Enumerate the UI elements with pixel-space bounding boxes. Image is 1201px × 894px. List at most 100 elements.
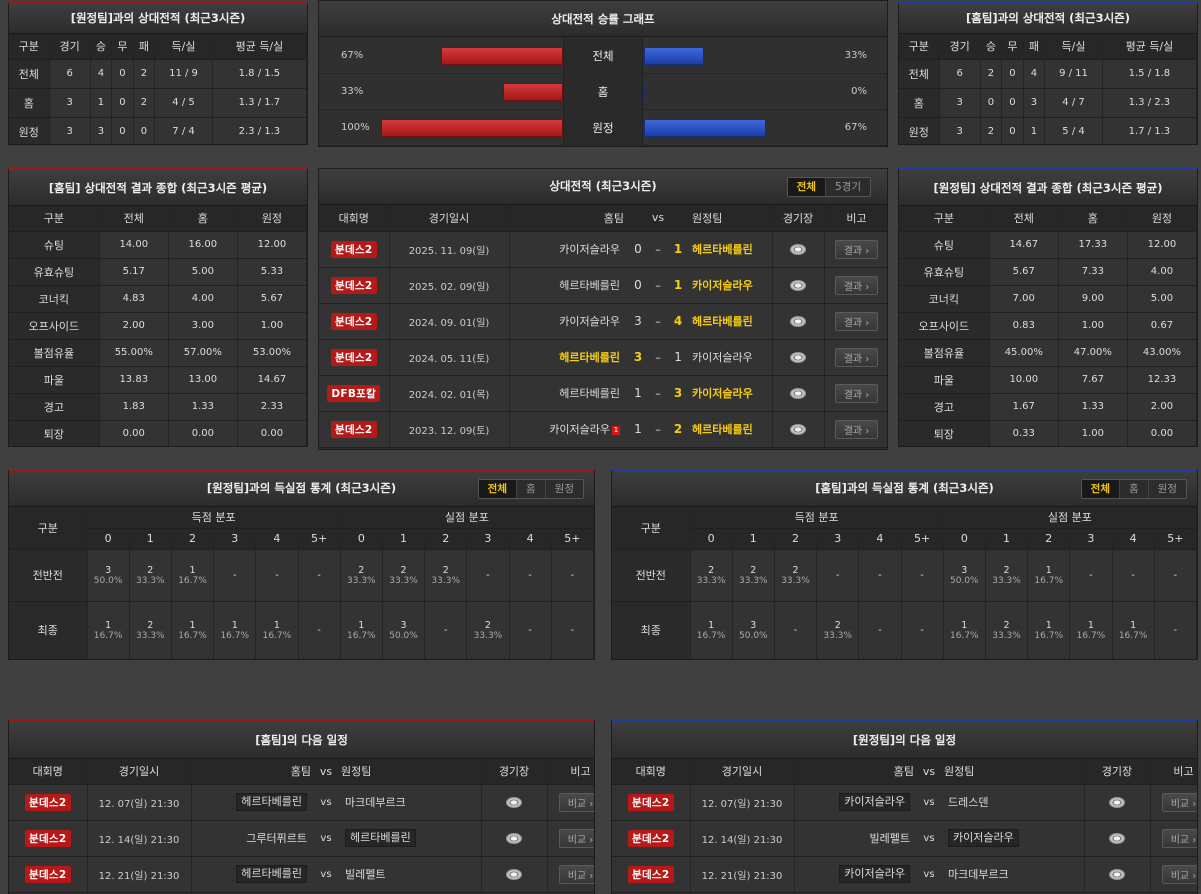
stadium-icon[interactable] [506,869,522,880]
stat-cell: 7.67 [1058,366,1128,394]
stat-cell: 57.00% [168,339,238,367]
score-sep: – [652,411,664,448]
toggle-5games[interactable]: 5경기 [825,178,870,196]
goal-count-header: 2 [774,528,818,550]
result-button[interactable]: 결과 › [834,275,879,295]
stadium-icon[interactable] [790,280,807,291]
stat-cell: 12.00 [237,231,307,259]
stadium-icon[interactable] [790,352,807,363]
toggle-home[interactable]: 홈 [517,480,546,498]
toggle-home[interactable]: 홈 [1120,480,1149,498]
match-date: 12. 21(일) 21:30 [87,856,192,893]
header-cell: 경기 [49,34,91,60]
stadium-icon[interactable] [790,244,807,255]
home-team-name: 카이저슬라우 [559,315,620,328]
stat-cell: 0.00 [99,420,169,446]
goals-away-panel: [원정팀]과의 득실점 통계 (최근3시즌) 전체 홈 원정 구분 득점 분포 실점… [8,469,595,660]
stat-cell: 4 / 7 [1044,88,1103,118]
count: 1 [708,619,715,631]
header-cell: 원정 [1127,206,1197,232]
count: 1 [189,619,196,631]
away-team-name: 카이저슬라우 [948,829,1019,847]
away-team-name: 헤르타베를린 [692,243,753,256]
graph-row-label: 홈 [563,74,643,110]
percent: 33.3% [431,575,461,586]
col-league: 대회명 [319,205,390,232]
away-team-name: 카이저슬라우 [692,387,753,400]
stadium-icon[interactable] [506,797,522,808]
home-score: 0 [624,231,652,268]
row-label: 코너킥 [899,285,990,313]
result-button[interactable]: 결과 › [834,347,879,367]
scored-cell: - [858,549,902,602]
stadium-icon[interactable] [1109,797,1125,808]
home-team: 헤르타베를린 [191,856,311,893]
stadium-icon[interactable] [790,388,807,399]
header-cell: 무 [1001,34,1024,60]
result-button[interactable]: 결과 › [834,383,879,403]
league-cell: 분데스2 [319,339,390,376]
goal-count-header: 1 [129,528,172,550]
result-button[interactable]: 결과 › [834,419,879,439]
goal-count-header: 0 [690,528,733,550]
home-team: 카이저슬라우 [509,231,624,268]
league-cell: 분데스2 [319,267,390,304]
compare-button[interactable]: 비교 › [1161,792,1197,812]
compare-button[interactable]: 비교 › [558,864,594,884]
match-date: 2023. 12. 09(토) [389,411,510,448]
match-row: 분데스2 2024. 09. 01(일) 카이저슬라우 3–4 헤르타베를린 결과 › [319,303,887,340]
stat-cell: 55.00% [99,339,169,367]
next-home-panel: [홈팀]의 다음 일정 대회명 경기일시 홈팀 vs 원정팀 경기장 비고 분데스2 12. 0… [8,719,595,894]
goal-count-header: 2 [171,528,215,550]
stat-cell: 3 [939,88,981,118]
stadium-cell [481,784,548,821]
stadium-icon[interactable] [790,316,807,327]
header-row: 구분 경기 승 무 패 득/실 평균 득/실 [9,34,307,60]
panel-title: [홈팀] 상대전적 결과 종합 (최근3시즌 평균) [9,170,307,206]
chevron-right-icon: › [862,353,870,365]
stat-cell: 14.67 [989,231,1059,259]
toggle-away[interactable]: 원정 [545,480,583,498]
toggle-away[interactable]: 원정 [1148,480,1186,498]
schedule-row: 분데스2 12. 21(일) 21:30 헤르타베를린 vs 빌레펠트 비교 › [9,856,594,893]
scored-cell: 2 33.3% [774,549,818,602]
match-row: 분데스2 2024. 05. 11(토) 헤르타베를린 3–1 카이저슬라우 결과 › [319,339,887,376]
goal-count-header: 1 [732,528,775,550]
compare-button[interactable]: 비교 › [558,828,594,848]
toggle-all[interactable]: 전체 [1081,480,1120,498]
note-cell: 결과 › [824,303,887,340]
league-badge: 분데스2 [628,865,674,883]
stadium-icon[interactable] [1109,869,1125,880]
percent: 33.3% [992,575,1021,586]
away-pct: 67% [844,122,867,133]
scored-cell: 1 16.7% [87,601,130,659]
chevron-right-icon: › [1189,798,1197,810]
vs-label: vs [311,784,341,821]
header-cell: 평균 득/실 [1102,34,1197,60]
away-team-name: 마크데부르크 [345,796,406,809]
compare-button[interactable]: 비교 › [558,792,594,812]
goal-count-header: 1 [985,528,1029,550]
league-cell: 분데스2 [319,231,390,268]
stadium-icon[interactable] [1109,833,1125,844]
row-label: 코너킥 [9,285,100,313]
row-label: 슈팅 [899,231,990,259]
toggle-all[interactable]: 전체 [478,480,517,498]
goal-count-header: 0 [340,528,383,550]
stat-cell: 0.00 [237,420,307,446]
percent: 50.0% [93,575,123,586]
stadium-icon[interactable] [790,424,807,435]
stadium-icon[interactable] [506,833,522,844]
count: - [528,569,532,581]
result-button[interactable]: 결과 › [834,311,879,331]
away-pct: 0% [851,86,867,97]
compare-button[interactable]: 비교 › [1161,828,1197,848]
compare-button[interactable]: 비교 › [1161,864,1197,884]
league-cell: 분데스2 [612,820,691,857]
toggle-all[interactable]: 전체 [787,178,826,196]
percent: 16.7% [178,630,207,641]
stat-cell: 1.00 [1058,420,1128,446]
table-row: 오프사이드 0.83 1.00 0.67 [899,312,1197,340]
result-button[interactable]: 결과 › [834,239,879,259]
row-label: 전반전 [612,549,691,602]
